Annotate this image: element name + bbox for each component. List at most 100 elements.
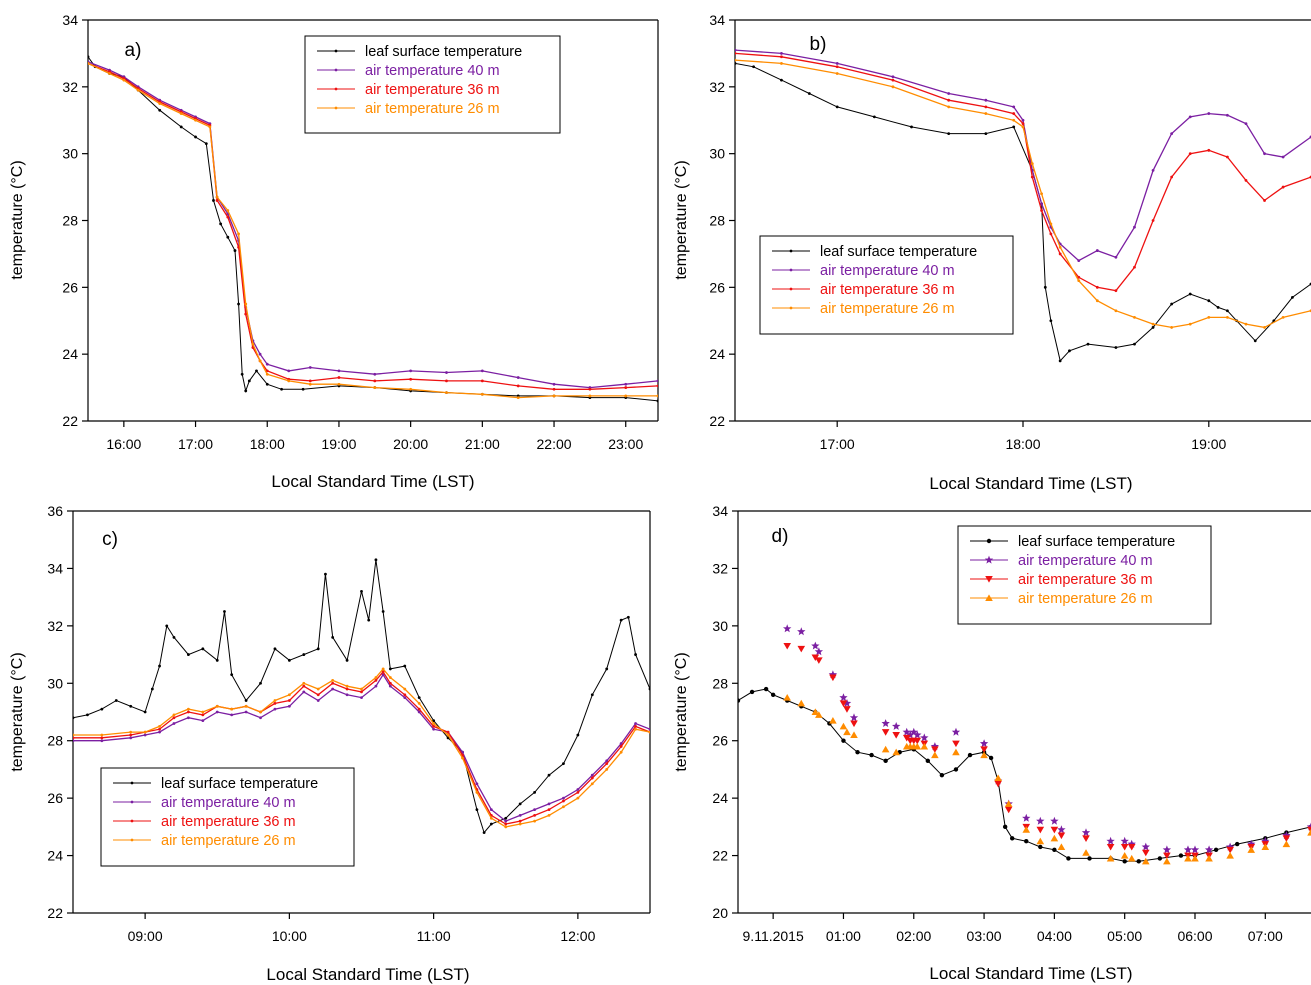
y-tick-label: 26 bbox=[709, 279, 725, 295]
data-point bbox=[829, 717, 837, 724]
data-point bbox=[1106, 854, 1115, 862]
data-point bbox=[360, 687, 363, 691]
data-point bbox=[1049, 319, 1053, 323]
data-point bbox=[552, 387, 556, 391]
data-point bbox=[811, 641, 820, 650]
data-point bbox=[980, 751, 988, 759]
data-point bbox=[1191, 854, 1199, 862]
data-point bbox=[1021, 125, 1025, 129]
data-point bbox=[1120, 843, 1129, 851]
data-point bbox=[1106, 836, 1115, 845]
data-point bbox=[345, 658, 349, 662]
y-tick-label: 26 bbox=[47, 790, 63, 806]
data-point bbox=[1261, 843, 1270, 850]
data-point bbox=[308, 382, 312, 386]
data-point bbox=[1021, 118, 1025, 122]
data-point bbox=[780, 62, 783, 65]
data-point bbox=[1225, 316, 1229, 319]
data-point bbox=[1038, 844, 1043, 850]
data-point bbox=[143, 733, 147, 737]
y-axis-title: temperature (°C) bbox=[673, 652, 690, 771]
data-point bbox=[1205, 854, 1213, 862]
x-tick-label: 10:00 bbox=[272, 928, 307, 944]
data-point bbox=[212, 199, 215, 202]
y-tick-label: 28 bbox=[712, 675, 728, 691]
series-area bbox=[73, 558, 650, 834]
y-tick-label: 34 bbox=[709, 12, 725, 28]
series-air-temperature-26-m bbox=[73, 667, 650, 829]
data-point bbox=[828, 670, 838, 679]
data-point bbox=[634, 722, 637, 725]
data-point bbox=[920, 742, 929, 750]
data-point bbox=[475, 808, 479, 812]
data-point bbox=[656, 394, 658, 398]
x-tick-label: 9.11.2015 bbox=[743, 928, 804, 944]
data-point bbox=[516, 384, 520, 388]
data-point bbox=[1057, 843, 1066, 850]
data-point bbox=[1058, 359, 1062, 363]
data-point bbox=[869, 752, 874, 758]
data-point bbox=[619, 745, 623, 748]
data-point bbox=[906, 730, 915, 739]
data-point bbox=[1282, 831, 1291, 839]
data-point bbox=[187, 707, 190, 711]
data-point bbox=[1263, 326, 1266, 329]
axes-frame bbox=[72, 510, 651, 914]
y-axis-title: temperature (°C) bbox=[9, 160, 26, 279]
data-point bbox=[489, 816, 493, 820]
data-point bbox=[626, 615, 630, 619]
data-point bbox=[576, 796, 580, 800]
data-point bbox=[1114, 346, 1118, 349]
data-point bbox=[562, 796, 565, 800]
data-point bbox=[273, 699, 277, 702]
data-point bbox=[842, 699, 852, 707]
data-point bbox=[516, 376, 520, 379]
data-point bbox=[1253, 339, 1257, 343]
data-point bbox=[265, 372, 269, 376]
data-point bbox=[835, 105, 839, 109]
data-point bbox=[588, 387, 592, 391]
data-point bbox=[409, 369, 413, 373]
data-point bbox=[648, 727, 650, 731]
data-point bbox=[1307, 829, 1311, 836]
y-tick-label: 22 bbox=[62, 413, 78, 429]
series-line bbox=[73, 667, 650, 828]
legend: leaf surface temperature air temperature … bbox=[957, 525, 1212, 625]
x-axis-title: Local Standard Time (LST) bbox=[929, 964, 1132, 983]
legend-entry: air temperature 36 m bbox=[365, 82, 500, 98]
data-point bbox=[360, 690, 363, 694]
data-point bbox=[208, 125, 212, 129]
x-tick-label: 12:00 bbox=[560, 928, 595, 944]
data-point bbox=[251, 342, 255, 346]
data-point bbox=[360, 696, 363, 700]
data-point bbox=[518, 802, 522, 806]
data-point bbox=[1012, 125, 1016, 129]
data-point bbox=[547, 802, 551, 806]
data-point bbox=[1163, 857, 1171, 865]
data-point bbox=[1234, 841, 1240, 847]
data-point bbox=[230, 673, 234, 677]
data-point bbox=[244, 704, 248, 708]
data-point bbox=[255, 369, 258, 373]
data-point bbox=[1170, 175, 1174, 179]
data-point bbox=[403, 664, 407, 668]
data-point bbox=[1225, 113, 1229, 117]
data-point bbox=[518, 822, 522, 826]
data-point bbox=[533, 791, 536, 794]
data-point bbox=[215, 199, 219, 202]
data-point bbox=[374, 684, 378, 688]
data-point bbox=[1141, 849, 1150, 857]
y-tick-label: 28 bbox=[709, 213, 725, 229]
data-point bbox=[1077, 275, 1081, 279]
data-point bbox=[215, 710, 219, 714]
data-point bbox=[849, 713, 859, 722]
data-point bbox=[811, 708, 820, 715]
data-point bbox=[1247, 846, 1256, 853]
data-point bbox=[129, 736, 133, 740]
data-point bbox=[735, 62, 737, 65]
data-point bbox=[1213, 847, 1219, 853]
data-point bbox=[1114, 255, 1118, 259]
legend-swatch-marker bbox=[130, 800, 134, 804]
data-point bbox=[1040, 202, 1043, 206]
data-point bbox=[1036, 826, 1045, 834]
